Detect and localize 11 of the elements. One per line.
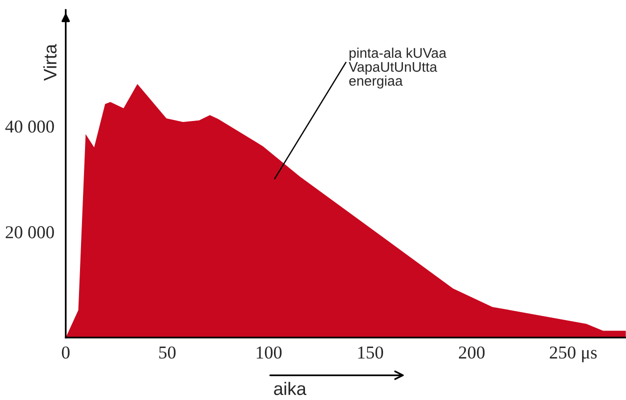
x-axis-title: aika [274,382,306,396]
y-tick-label: 40 000 [5,120,54,133]
x-tick-label: 100 [256,346,282,359]
y-axis-title: Virta [43,44,57,81]
y-tick-label: 20 000 [6,226,54,238]
x-tick-label: 50 [159,346,176,359]
x-tick-label: 250 μs [550,346,597,362]
annotation: pinta-ala kUVaa VapaUtUnUtta energiaa [348,48,446,89]
x-tick-label: 150 [358,346,384,359]
x-tick-label: 200 [458,346,485,359]
x-tick-label: 0 [62,346,70,359]
